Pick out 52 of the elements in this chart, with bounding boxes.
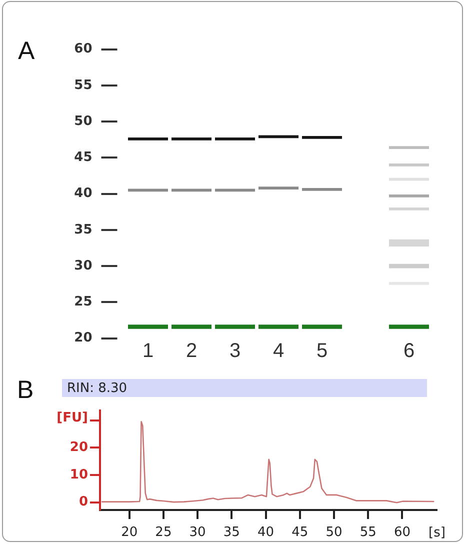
bar xyxy=(171,188,212,192)
y-tick-label: 30 xyxy=(74,258,92,274)
y-tick-label: 35 xyxy=(74,222,92,238)
x-tick-label: 6 xyxy=(403,340,415,362)
bar xyxy=(388,324,430,329)
y-tick-label: 50 xyxy=(74,114,92,129)
bar xyxy=(388,208,430,210)
bar xyxy=(258,186,299,190)
x-tick-label: 55 xyxy=(360,525,376,540)
bar xyxy=(171,324,212,329)
y-tick-label: 55 xyxy=(74,78,92,93)
y-tick-label: 10 xyxy=(70,467,88,482)
bar xyxy=(128,137,168,140)
x-tick-label: 1 xyxy=(142,340,154,362)
bar xyxy=(214,188,256,192)
bar xyxy=(258,324,299,329)
y-tick-label: 20 xyxy=(70,440,88,456)
x-tick-label: 40 xyxy=(258,525,274,540)
bar xyxy=(388,264,430,268)
x-tick-label: 35 xyxy=(223,525,240,540)
x-tick-label: 60 xyxy=(394,525,410,540)
bar xyxy=(388,194,430,198)
bar xyxy=(388,239,430,247)
x-axis-title: [s] xyxy=(428,525,446,540)
bar xyxy=(388,163,430,166)
x-tick-label: 25 xyxy=(155,525,172,540)
bar xyxy=(214,324,256,329)
x-tick-label: 5 xyxy=(316,340,328,362)
bar xyxy=(302,188,342,191)
chart-title: B xyxy=(17,376,34,404)
bar xyxy=(214,137,256,140)
y-tick-label: 0 xyxy=(78,494,88,510)
chart-title: A xyxy=(18,37,35,65)
y-tick-label: 40 xyxy=(74,186,92,202)
y-axis-title: [FU] xyxy=(56,410,88,426)
y-tick-label: 45 xyxy=(74,150,92,166)
x-tick-label: 4 xyxy=(272,340,284,362)
bar xyxy=(302,324,342,329)
y-tick-label: 60 xyxy=(74,42,92,57)
x-tick-label: 2 xyxy=(186,340,198,362)
bar xyxy=(388,146,430,150)
x-tick-label: 45 xyxy=(292,525,308,540)
y-tick-label: 25 xyxy=(74,294,92,310)
x-tick-label: 20 xyxy=(121,525,138,540)
x-tick-label: 3 xyxy=(229,340,241,362)
x-tick-label: 30 xyxy=(189,525,206,540)
text: RIN: 8.30 xyxy=(67,381,128,396)
bar xyxy=(171,137,212,140)
x-tick-label: 50 xyxy=(326,525,342,540)
bar xyxy=(302,136,342,139)
bar xyxy=(128,188,168,192)
bar xyxy=(128,324,168,329)
